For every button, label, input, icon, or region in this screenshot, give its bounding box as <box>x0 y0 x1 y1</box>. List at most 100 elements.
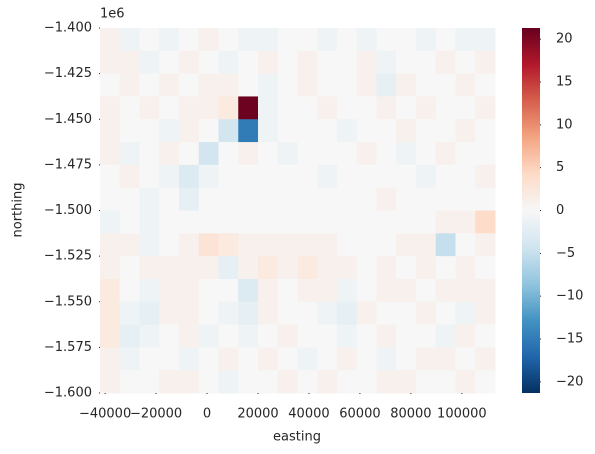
heatmap-cell <box>100 28 121 52</box>
heatmap-cell <box>356 142 377 166</box>
heatmap-cell <box>455 347 476 371</box>
heatmap-cell <box>139 324 160 348</box>
heatmap-cell <box>475 96 496 120</box>
heatmap-cell <box>179 233 200 257</box>
heatmap-cell <box>119 256 140 280</box>
heatmap-cell <box>198 210 219 234</box>
heatmap-cell <box>119 233 140 257</box>
heatmap-cell <box>455 233 476 257</box>
heatmap-cell <box>455 324 476 348</box>
x-tick-label: −40000 <box>79 407 131 422</box>
heatmap-cell <box>238 210 259 234</box>
heatmap-cell <box>277 324 298 348</box>
heatmap-cell <box>119 301 140 326</box>
heatmap-cell <box>100 370 121 394</box>
y-axis-label: northing <box>11 183 26 238</box>
heatmap-cell <box>475 187 496 211</box>
heatmap-cell <box>179 301 200 326</box>
heatmap-cell <box>198 347 219 371</box>
heatmap-cell <box>435 347 456 371</box>
heatmap-cell <box>317 142 338 166</box>
heatmap-cell <box>139 142 160 166</box>
heatmap-cell <box>416 96 437 120</box>
heatmap-cell <box>435 301 456 326</box>
heatmap-cell <box>297 50 318 75</box>
heatmap-cell <box>100 301 121 326</box>
heatmap-cell <box>475 119 496 143</box>
heatmap-cell <box>277 301 298 326</box>
heatmap-cell <box>179 142 200 166</box>
heatmap-cell <box>416 301 437 326</box>
x-tick-label: 80000 <box>390 407 431 422</box>
heatmap-cell <box>317 370 338 394</box>
heatmap-cell <box>159 142 180 166</box>
heatmap-cell <box>198 370 219 394</box>
heatmap-cell <box>119 187 140 211</box>
heatmap-cell <box>435 370 456 394</box>
heatmap-cell <box>238 164 259 189</box>
heatmap-cell <box>139 96 160 120</box>
heatmap-cell <box>435 28 456 52</box>
heatmap-cell <box>376 256 397 280</box>
heatmap-cell <box>179 50 200 75</box>
heatmap-cell <box>337 301 358 326</box>
heatmap-cell <box>238 187 259 211</box>
heatmap-cell <box>376 142 397 166</box>
heatmap-cell <box>159 50 180 75</box>
heatmap-cell <box>258 324 279 348</box>
heatmap-cell <box>277 210 298 234</box>
heatmap-cell <box>159 96 180 120</box>
heatmap-cell <box>238 73 259 97</box>
heatmap-cell <box>100 324 121 348</box>
heatmap-cell <box>297 142 318 166</box>
heatmap-cell <box>396 142 417 166</box>
y-tick-label: −1.550 <box>44 294 92 309</box>
heatmap-cell <box>356 96 377 120</box>
heatmap-cell <box>218 233 239 257</box>
heatmap-cell <box>356 256 377 280</box>
heatmap-cell <box>100 119 121 143</box>
heatmap-cell <box>159 210 180 234</box>
heatmap-cell <box>218 301 239 326</box>
heatmap-cell <box>159 256 180 280</box>
heatmap-cell <box>277 119 298 143</box>
heatmap-cell <box>376 278 397 303</box>
heatmap-cell <box>317 233 338 257</box>
heatmap-cell <box>218 164 239 189</box>
heatmap-cell <box>337 187 358 211</box>
heatmap-cell <box>297 73 318 97</box>
heatmap-cell <box>356 187 377 211</box>
colorbar-tick-label: −20 <box>556 374 583 389</box>
heatmap-cell <box>258 347 279 371</box>
colorbar-tick-label: −10 <box>556 289 583 304</box>
y-tick-label: −1.425 <box>44 66 92 81</box>
heatmap-cell <box>416 187 437 211</box>
heatmap-cell <box>455 96 476 120</box>
heatmap-cell <box>198 324 219 348</box>
heatmap-cell <box>277 233 298 257</box>
heatmap-cell <box>376 210 397 234</box>
heatmap-cell <box>258 278 279 303</box>
heatmap-cell <box>198 50 219 75</box>
colorbar-tick-label: 15 <box>556 74 573 89</box>
heatmap-cell <box>317 187 338 211</box>
heatmap-cell <box>159 278 180 303</box>
heatmap-cell <box>198 164 219 189</box>
heatmap-cell <box>159 73 180 97</box>
heatmap-cell <box>238 119 259 143</box>
heatmap-cell <box>337 164 358 189</box>
heatmap-cell <box>119 164 140 189</box>
heatmap-cell <box>238 324 259 348</box>
y-tick-label: −1.400 <box>44 21 92 36</box>
heatmap-cell <box>238 347 259 371</box>
heatmap-cell <box>317 256 338 280</box>
heatmap-cell <box>376 50 397 75</box>
heatmap-cell <box>356 347 377 371</box>
heatmap-cell <box>435 324 456 348</box>
heatmap-cell <box>277 28 298 52</box>
y-tick-label: −1.500 <box>44 203 92 218</box>
heatmap-cell <box>376 347 397 371</box>
heatmap-cell <box>218 73 239 97</box>
heatmap-cell <box>198 278 219 303</box>
heatmap-cell <box>317 50 338 75</box>
